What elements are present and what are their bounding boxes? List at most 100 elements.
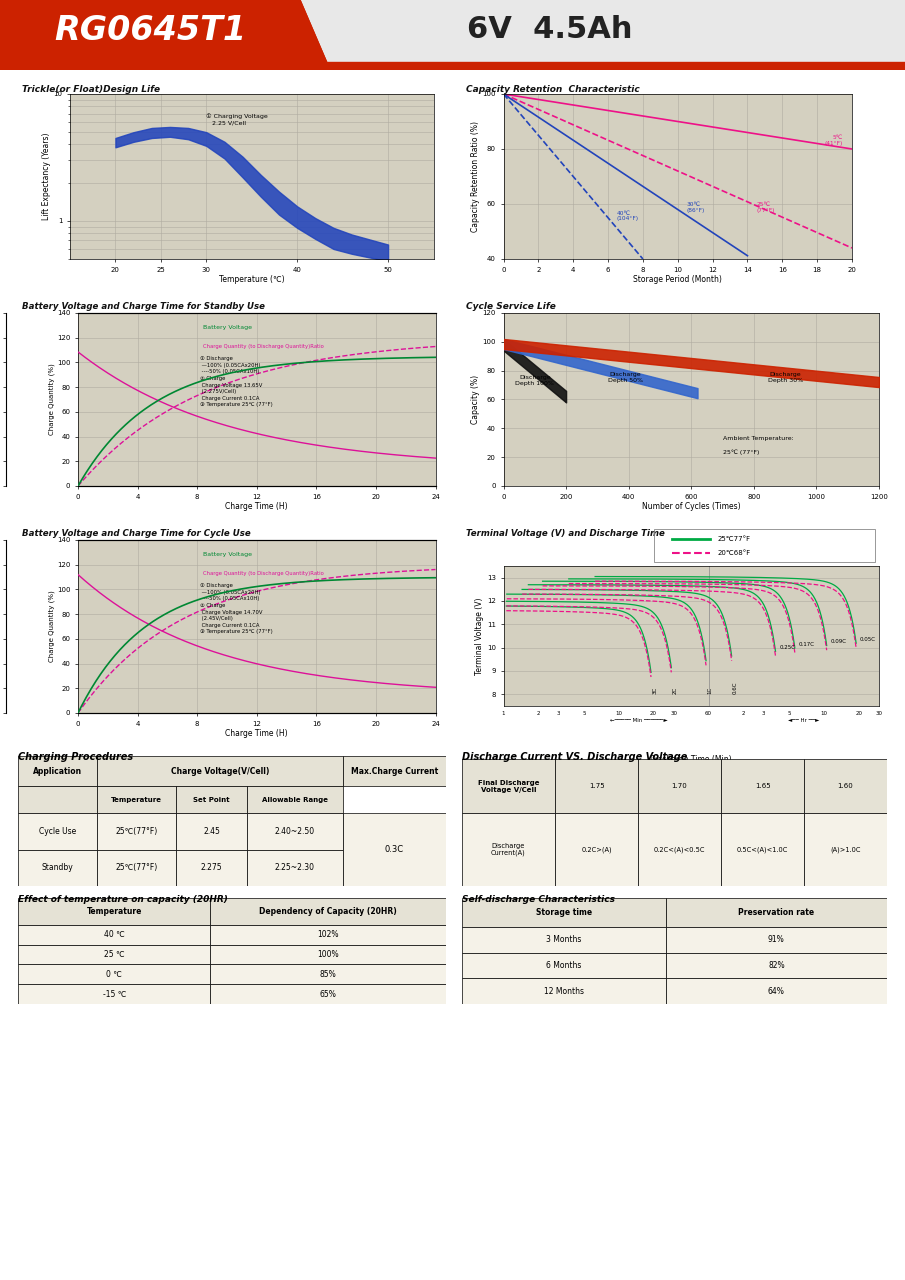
- Bar: [210, 984, 445, 1004]
- Bar: [210, 964, 445, 984]
- Text: 0.17C: 0.17C: [798, 641, 814, 646]
- Text: (A)>1.0C: (A)>1.0C: [830, 846, 861, 852]
- Bar: [18, 964, 210, 984]
- Text: 0.6C: 0.6C: [733, 682, 738, 694]
- Bar: [210, 899, 445, 924]
- Text: ① Charging Voltage
   2.25 V/Cell: ① Charging Voltage 2.25 V/Cell: [206, 114, 268, 125]
- Text: 1.60: 1.60: [838, 783, 853, 788]
- Bar: [210, 924, 445, 945]
- Text: 2: 2: [537, 712, 540, 716]
- Text: ① Discharge
 —100% (0.05CAx20H)
 ----50% (0.05CAx10H)
② Charge
 Charge Voltage 1: ① Discharge —100% (0.05CAx20H) ----50% (…: [199, 584, 272, 635]
- Text: 2.45: 2.45: [203, 827, 220, 836]
- Text: Charge Quantity (to Discharge Quantity)Ratio: Charge Quantity (to Discharge Quantity)R…: [203, 571, 324, 576]
- X-axis label: Charge Time (H): Charge Time (H): [225, 503, 288, 512]
- Text: 10: 10: [821, 712, 827, 716]
- Bar: [721, 759, 804, 813]
- Text: Max.Charge Current: Max.Charge Current: [350, 767, 438, 776]
- Text: 2.40~2.50: 2.40~2.50: [275, 827, 315, 836]
- Text: Charge Quantity (to Discharge Quantity)Ratio: Charge Quantity (to Discharge Quantity)R…: [203, 344, 324, 349]
- Text: Temperature: Temperature: [111, 796, 162, 803]
- Text: 2C: 2C: [672, 687, 678, 694]
- Bar: [97, 786, 176, 813]
- Bar: [343, 813, 445, 886]
- Text: 2: 2: [741, 712, 745, 716]
- Bar: [666, 978, 887, 1004]
- Text: 30: 30: [875, 712, 882, 716]
- Text: 5: 5: [583, 712, 586, 716]
- Text: 1C: 1C: [708, 687, 712, 694]
- Text: Effect of temperature on capacity (20HR): Effect of temperature on capacity (20HR): [18, 895, 228, 904]
- Text: Temperature: Temperature: [87, 908, 142, 916]
- Bar: [18, 945, 210, 964]
- Text: 6 Months: 6 Months: [546, 961, 581, 970]
- Text: 1.65: 1.65: [755, 783, 770, 788]
- Text: 25℃(77°F): 25℃(77°F): [116, 863, 157, 872]
- Bar: [804, 813, 887, 886]
- Text: 30℃
(86°F): 30℃ (86°F): [687, 202, 705, 214]
- Text: RG0645T1: RG0645T1: [54, 14, 246, 47]
- Text: 6V  4.5Ah: 6V 4.5Ah: [467, 15, 633, 44]
- Bar: [18, 813, 97, 850]
- Text: 25℃(77°F): 25℃(77°F): [116, 827, 157, 836]
- Text: Cycle Service Life: Cycle Service Life: [466, 302, 556, 311]
- Text: 25℃77°F: 25℃77°F: [718, 536, 750, 541]
- Bar: [97, 756, 343, 786]
- Text: 0.25C: 0.25C: [779, 645, 795, 650]
- Text: 3 Months: 3 Months: [546, 936, 581, 945]
- Bar: [176, 850, 247, 886]
- X-axis label: Number of Cycles (Times): Number of Cycles (Times): [642, 503, 740, 512]
- Text: 102%: 102%: [317, 931, 338, 940]
- Bar: [18, 924, 210, 945]
- Text: Standby: Standby: [42, 863, 73, 872]
- Text: 12 Months: 12 Months: [544, 987, 584, 996]
- Text: 1.70: 1.70: [672, 783, 688, 788]
- Text: Capacity Retention  Characteristic: Capacity Retention Characteristic: [466, 84, 640, 93]
- Text: Allowable Range: Allowable Range: [262, 796, 328, 803]
- Text: 0.09C: 0.09C: [831, 639, 846, 644]
- Text: 1.75: 1.75: [589, 783, 605, 788]
- Text: 1: 1: [501, 712, 505, 716]
- Text: 0.2C>(A): 0.2C>(A): [581, 846, 612, 852]
- Text: 3: 3: [557, 712, 560, 716]
- Bar: [721, 813, 804, 886]
- Text: 25 ℃: 25 ℃: [104, 950, 125, 959]
- Bar: [247, 850, 343, 886]
- Y-axis label: Capacity Retention Ratio (%): Capacity Retention Ratio (%): [471, 122, 480, 232]
- Text: 0.3C: 0.3C: [385, 845, 404, 854]
- Text: 64%: 64%: [768, 987, 785, 996]
- Text: Dependency of Capacity (20HR): Dependency of Capacity (20HR): [259, 908, 396, 916]
- Bar: [343, 756, 445, 786]
- Bar: [18, 984, 210, 1004]
- Text: 0.05C: 0.05C: [860, 637, 876, 643]
- Bar: [97, 813, 176, 850]
- Text: Trickle(or Float)Design Life: Trickle(or Float)Design Life: [23, 84, 160, 93]
- Bar: [0, 61, 905, 70]
- Text: 10: 10: [615, 712, 623, 716]
- Text: 5℃
(41°F): 5℃ (41°F): [825, 136, 843, 146]
- Text: Discharge
Depth 50%: Discharge Depth 50%: [608, 372, 643, 383]
- Bar: [247, 786, 343, 813]
- Text: 30: 30: [671, 712, 677, 716]
- Text: 0.5C<(A)<1.0C: 0.5C<(A)<1.0C: [737, 846, 788, 852]
- Bar: [638, 813, 721, 886]
- Text: ① Discharge
 —100% (0.05CAx20H)
 ----50% (0.05CAx10H)
② Charge
 Charge Voltage 1: ① Discharge —100% (0.05CAx20H) ----50% (…: [199, 356, 272, 407]
- Bar: [462, 952, 666, 978]
- Bar: [462, 927, 666, 952]
- Text: Battery Voltage: Battery Voltage: [203, 325, 252, 330]
- Bar: [804, 759, 887, 813]
- Text: -15 ℃: -15 ℃: [102, 989, 126, 998]
- Bar: [462, 978, 666, 1004]
- Bar: [555, 813, 638, 886]
- Y-axis label: Charge Quantity (%): Charge Quantity (%): [49, 364, 55, 435]
- Bar: [18, 786, 97, 813]
- Bar: [653, 529, 875, 562]
- Text: Set Point: Set Point: [193, 796, 230, 803]
- Text: 91%: 91%: [768, 936, 785, 945]
- Bar: [97, 850, 176, 886]
- Y-axis label: Terminal Voltage (V): Terminal Voltage (V): [475, 598, 484, 675]
- Bar: [18, 756, 97, 786]
- Text: 0 ℃: 0 ℃: [106, 970, 122, 979]
- Text: 3: 3: [762, 712, 766, 716]
- Text: Discharge Current VS. Discharge Voltage: Discharge Current VS. Discharge Voltage: [462, 753, 687, 763]
- Text: Discharge
Depth 100%: Discharge Depth 100%: [515, 375, 554, 387]
